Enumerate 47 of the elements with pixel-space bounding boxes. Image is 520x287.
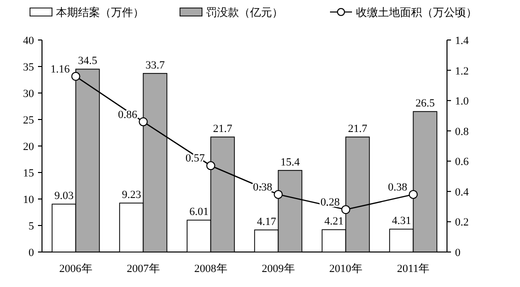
text: 0.8 [455, 126, 469, 138]
point [408, 190, 418, 199]
y-tick-label: 5 [28, 220, 34, 232]
x-tick-label: 2011年 [396, 263, 430, 275]
text: 1.2 [455, 65, 469, 78]
data-label: 0.38 [388, 181, 408, 194]
data-label: 4.17 [256, 216, 277, 228]
y-tick-label: 20 [23, 141, 34, 153]
data-label: 33.7 [145, 59, 166, 72]
data-label: 1.16 [50, 63, 70, 76]
legend-label: 收缴土地面积（万公顷） [356, 6, 477, 19]
data-label: 6.01 [189, 206, 209, 218]
x-tick-label: 2009年 [262, 263, 295, 275]
legend-label: 本期结案（万件） [56, 6, 144, 19]
y-tick-label: 15 [23, 168, 34, 180]
y-tick-label: 40 [23, 35, 34, 47]
data-label: 4.31 [392, 215, 412, 228]
y-tick-label: 30 [23, 88, 34, 100]
data-label: 9.03 [54, 190, 74, 202]
text: 0 [455, 247, 460, 259]
text: 0.6 [455, 156, 469, 168]
legend-label: 罚没款（亿元） [206, 7, 283, 19]
text: 1.4 [455, 35, 469, 47]
data-label: 9.23 [122, 189, 142, 202]
y-tick-label: 0 [28, 247, 34, 259]
data-label: 0.28 [320, 196, 340, 209]
data-label: 34.5 [78, 55, 98, 68]
x-tick-label: 2007年 [126, 263, 160, 275]
data-label: 26.5 [415, 98, 436, 110]
text: 1.0 [455, 96, 469, 108]
data-label: 15.4 [280, 156, 300, 168]
data-label: 21.7 [212, 122, 233, 135]
text: 0.4 [455, 186, 469, 198]
x-tick-label: 2010年 [329, 263, 362, 275]
point [341, 205, 350, 214]
y-tick-label: 25 [23, 114, 34, 126]
point [71, 72, 80, 81]
data-label: 21.7 [348, 122, 368, 135]
data-label: 4.21 [324, 216, 344, 228]
text: 0.2 [455, 216, 469, 229]
point [138, 117, 148, 126]
y-tick-label: 35 [23, 62, 34, 74]
y-tick-label: 10 [23, 194, 34, 206]
x-tick-label: 2006年 [59, 263, 92, 275]
x-tick-label: 2008年 [194, 263, 228, 275]
point [206, 161, 216, 170]
point [274, 190, 283, 199]
